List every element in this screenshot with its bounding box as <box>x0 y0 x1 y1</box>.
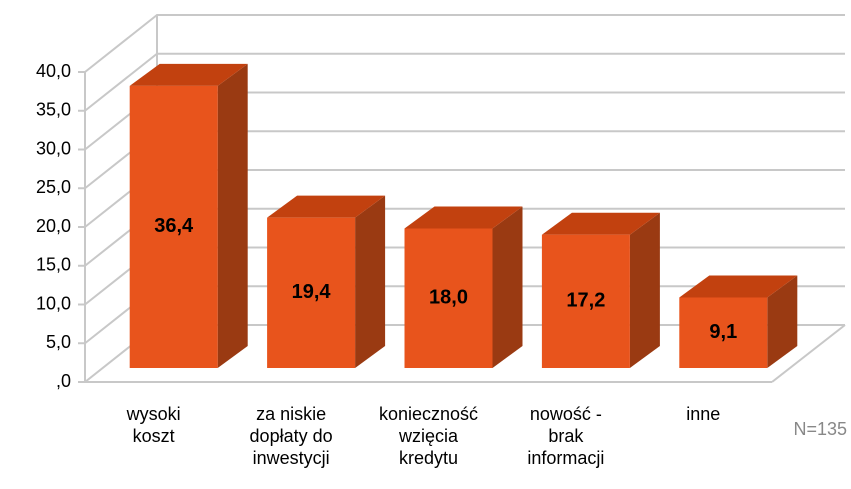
y-tick-label: ,0 <box>56 371 71 391</box>
y-tick-label: 25,0 <box>36 177 71 197</box>
bar-top <box>679 275 798 298</box>
floor-right <box>771 324 846 383</box>
bar <box>404 228 493 368</box>
y-tick-label: 15,0 <box>36 255 71 275</box>
bar-side <box>629 212 660 368</box>
y-tick-label: 20,0 <box>36 216 71 236</box>
grid-line <box>84 14 845 73</box>
bar <box>541 234 630 368</box>
y-tick-label: 35,0 <box>36 100 71 120</box>
bar-top <box>541 212 660 235</box>
bar-side <box>217 63 248 369</box>
x-tick-label: za niskie dopłaty do inwestycji <box>249 404 333 468</box>
bar-top <box>267 195 386 218</box>
data-label: 9,1 <box>709 321 737 343</box>
bar <box>267 217 356 368</box>
x-tick-label: nowość - brak informacji <box>527 404 605 468</box>
bar-top <box>404 206 523 229</box>
data-label: 17,2 <box>566 290 605 312</box>
annotation: N=135 <box>793 419 847 439</box>
bar-side <box>355 195 386 368</box>
data-label: 18,0 <box>429 287 468 309</box>
data-label: 36,4 <box>154 215 194 237</box>
grid-line <box>84 52 845 112</box>
bar <box>679 297 768 368</box>
y-tick-label: 10,0 <box>36 293 71 313</box>
bar-side <box>767 275 798 368</box>
data-label: 19,4 <box>292 281 332 303</box>
x-tick-label: wysoki koszt <box>126 404 181 446</box>
x-tick-label: inne <box>686 404 721 424</box>
y-tick-label: 40,0 <box>36 61 71 81</box>
bar-top <box>129 63 248 86</box>
x-tick-label: konieczność wzięcia kredytu <box>378 404 479 468</box>
y-tick-label: 30,0 <box>36 138 71 158</box>
bar <box>129 85 218 369</box>
y-tick-label: 5,0 <box>46 332 71 352</box>
bar-side <box>492 206 523 368</box>
